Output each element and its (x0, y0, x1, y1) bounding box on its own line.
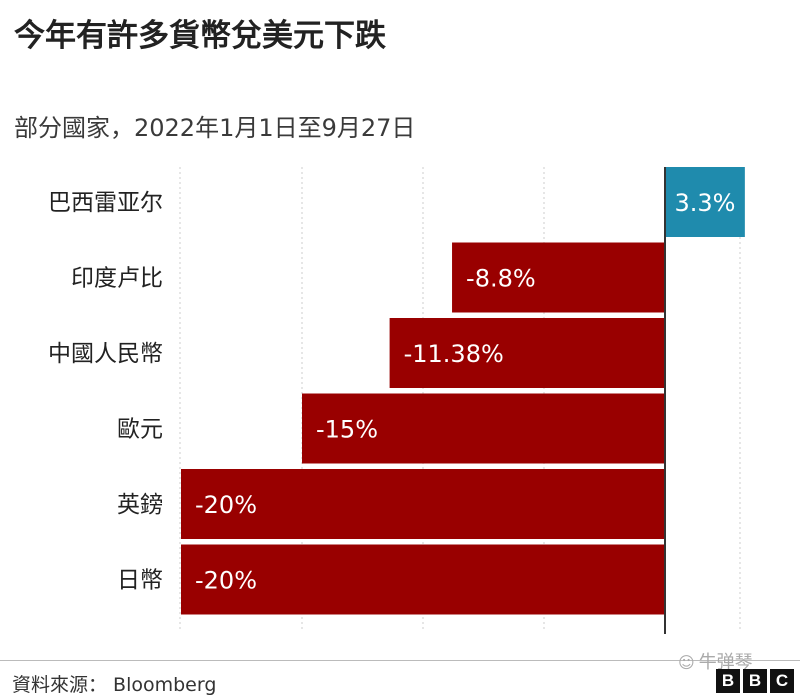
data-label: -20% (195, 491, 257, 519)
bbc-logo: B B C (716, 669, 794, 693)
data-label: -15% (316, 416, 378, 444)
data-label: -20% (195, 567, 257, 595)
data-label: 3.3% (674, 189, 735, 217)
bar (389, 318, 665, 388)
bbc-logo-letter: C (770, 669, 794, 693)
category-label: 歐元 (117, 417, 163, 443)
data-label: -11.38% (404, 340, 504, 368)
category-label: 中國人民幣 (48, 341, 163, 367)
bbc-logo-letter: B (743, 669, 767, 693)
category-label: 英鎊 (117, 492, 163, 518)
bar (302, 393, 665, 464)
bar (665, 167, 745, 237)
wechat-icon: ☺ (678, 653, 695, 672)
bbc-logo-letter: B (716, 669, 740, 693)
source-note: 資料來源： Bloomberg (12, 674, 217, 696)
chart-title: 今年有許多貨幣兌美元下跌 (14, 18, 386, 54)
bar (181, 469, 665, 539)
watermark: ☺ 牛弹琴 (678, 648, 753, 674)
chart-subtitle: 部分國家，2022年1月1日至9月27日 (14, 114, 416, 142)
watermark-text: 牛弹琴 (698, 652, 753, 673)
category-label: 巴西雷亚尔 (48, 190, 163, 216)
bar (452, 242, 665, 313)
data-label: -8.8% (466, 265, 536, 293)
bar-chart: 巴西雷亚尔 3.3% 印度卢比 -8.8% 中國人民幣 -11.38% 歐元 -15% 英鎊 -2… (48, 167, 745, 634)
category-label: 印度卢比 (71, 266, 163, 292)
category-label: 日幣 (117, 568, 163, 594)
bar (181, 544, 665, 615)
footer-divider (0, 660, 800, 661)
